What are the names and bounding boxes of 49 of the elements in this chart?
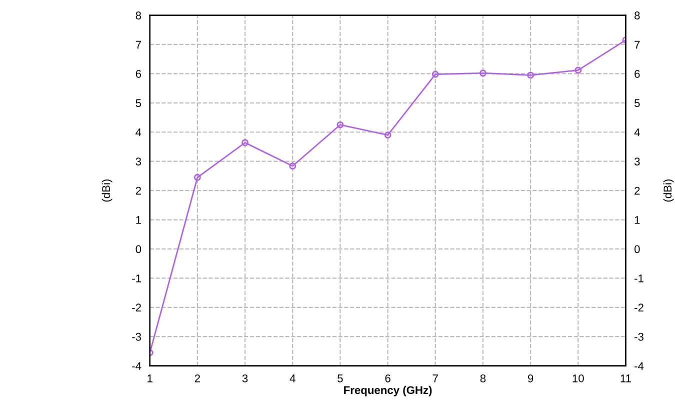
point [432, 70, 439, 78]
x-tick-label: 8 [480, 374, 486, 382]
point [574, 66, 582, 74]
y2-axis-title: (dBi) [663, 180, 674, 202]
point [336, 121, 344, 128]
point [194, 174, 201, 181]
y2-tick-label: 3 [634, 158, 640, 166]
y2-tick-label: 7 [634, 40, 640, 49]
y-tick-label: -1 [132, 274, 141, 282]
y-tick-label: 8 [136, 12, 142, 20]
point [384, 132, 392, 139]
x-tick-label: 9 [528, 374, 534, 382]
y2-tick-label: 0 [634, 245, 640, 254]
x-tick-label: 3 [242, 374, 248, 382]
x-tick-label: 11 [620, 374, 631, 382]
y2-tick-label: 2 [634, 186, 640, 195]
x-axis-title: Frequency (GHz) [344, 386, 432, 396]
y2-tick-label: 8 [634, 12, 640, 20]
y2-tick-label: -4 [634, 362, 644, 370]
y-tick-label: -4 [132, 362, 142, 370]
y-tick-label: -2 [132, 304, 141, 312]
x-tick-label: 10 [572, 374, 584, 382]
y2-tick-label: -1 [634, 274, 644, 282]
y-tick-label: -3 [132, 332, 142, 341]
x-tick-label: 1 [148, 374, 152, 382]
y2-tick-label: 5 [634, 99, 640, 108]
point [289, 162, 296, 170]
x-tick-label: 7 [432, 374, 438, 382]
y-tick-label: 4 [136, 128, 142, 136]
x-tick-label: 6 [385, 374, 390, 382]
point [479, 70, 486, 77]
x-tick-label: 4 [290, 374, 296, 382]
x-tick-label: 2 [194, 374, 200, 382]
y2-tick-label: -3 [634, 332, 644, 341]
y2-tick-label: 1 [634, 216, 640, 224]
y2-tick-label: -2 [634, 304, 644, 312]
y-tick-label: 6 [136, 70, 142, 78]
x-tick-label: 5 [338, 374, 343, 382]
point [242, 139, 248, 146]
y-tick-label: 1 [136, 216, 141, 224]
y-tick-label: 0 [136, 245, 142, 254]
y2-tick-label: 6 [634, 70, 640, 78]
point [527, 72, 534, 79]
y-axis-title: (dBi) [102, 180, 112, 202]
y-tick-label: 2 [136, 186, 141, 195]
y-tick-label: 7 [136, 40, 141, 49]
y2-tick-label: 4 [634, 128, 640, 136]
y-tick-label: 3 [136, 158, 142, 166]
y-tick-label: 5 [136, 99, 142, 108]
